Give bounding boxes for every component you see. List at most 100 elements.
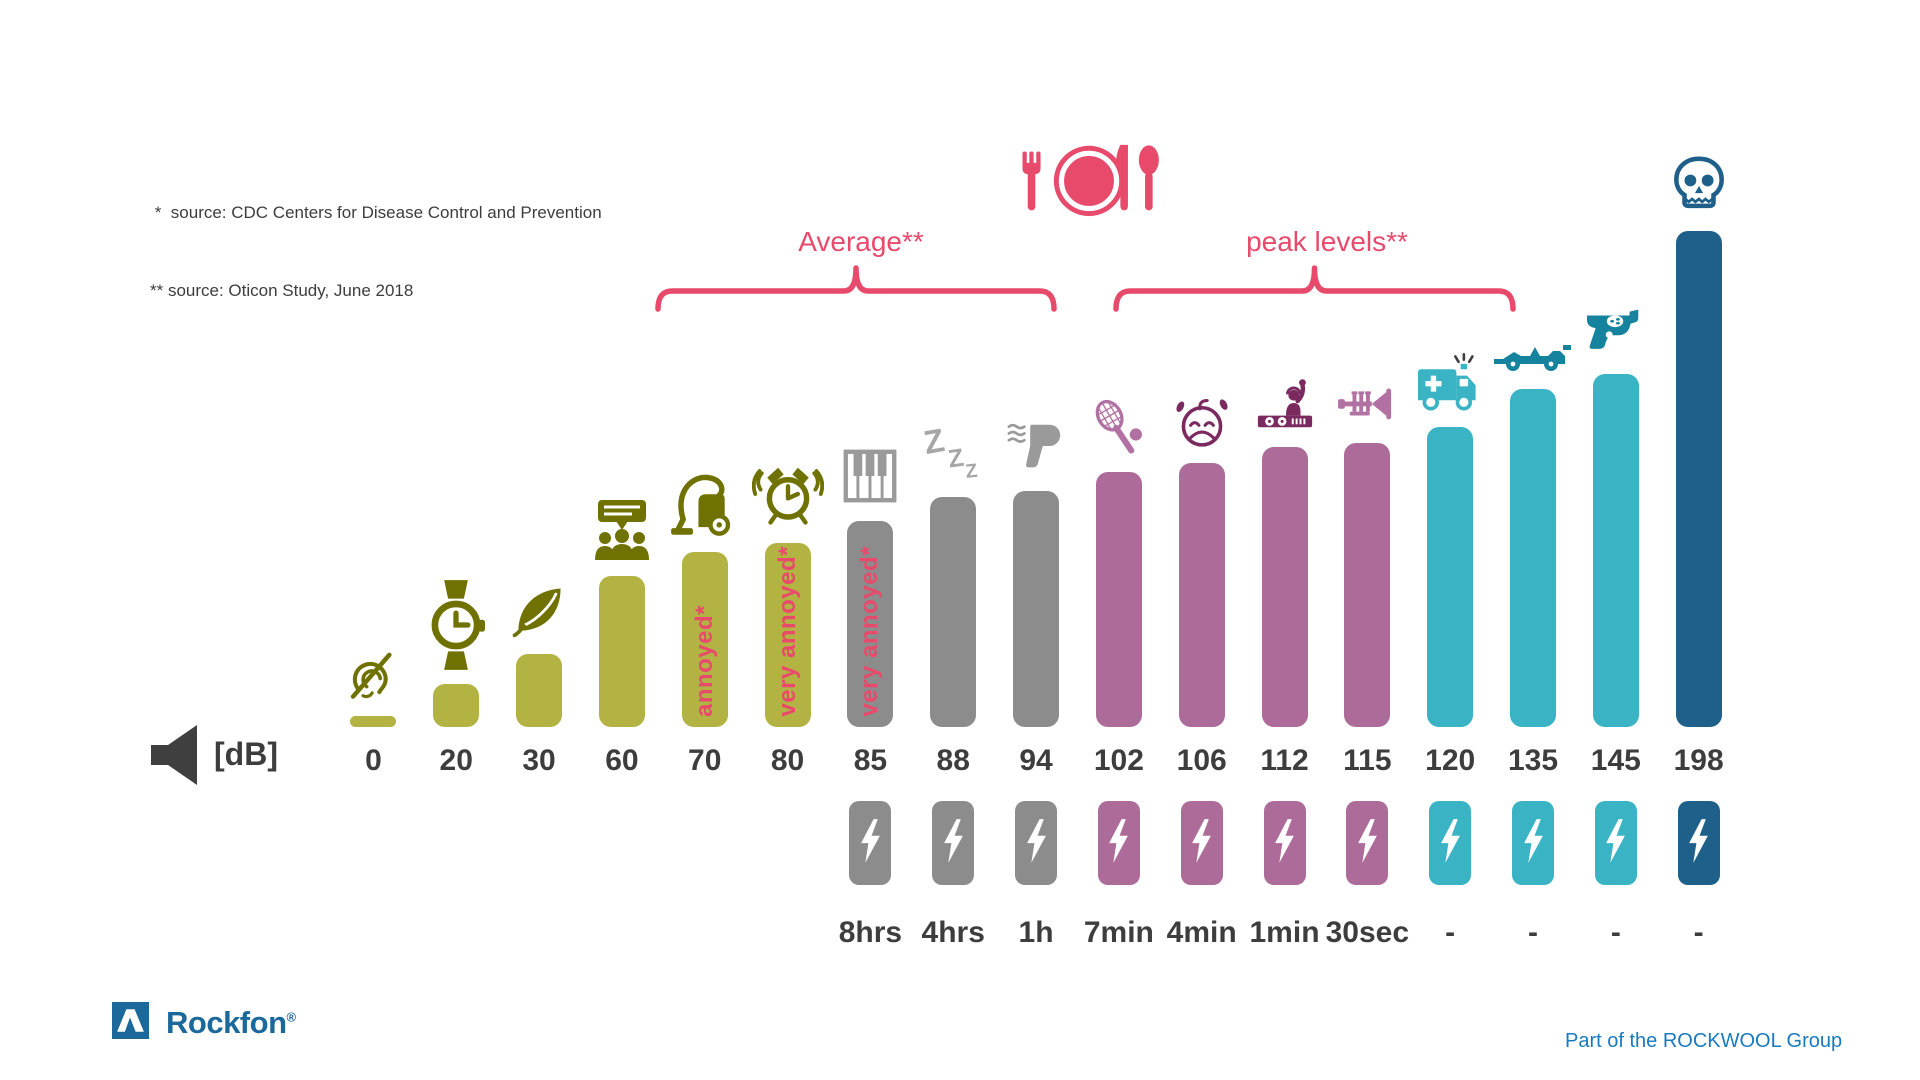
chart-column-60db: 60 <box>580 0 663 1080</box>
level-bar-198db <box>1675 231 1722 727</box>
db-value-label: 112 <box>1260 744 1309 777</box>
dining-plate-icon <box>1013 136 1165 229</box>
level-bar-30db <box>516 654 563 727</box>
exposure-badge <box>1180 801 1223 885</box>
db-value-label: 20 <box>439 744 473 777</box>
chart-column-88db: Z Z Z 88 4hrs <box>912 0 995 1080</box>
exposure-badge <box>932 801 975 885</box>
chart-column-20db: 20 <box>415 0 498 1080</box>
db-value-label: 106 <box>1176 744 1227 777</box>
level-bar-102db <box>1095 472 1142 727</box>
db-axis-label: [dB] <box>214 736 278 772</box>
lightning-bolt-icon <box>1521 818 1546 869</box>
db-value-label: 102 <box>1093 744 1144 777</box>
group-tagline: Part of the ROCKWOOL Group <box>1565 1030 1843 1052</box>
lightning-bolt-icon <box>1438 818 1463 869</box>
exposure-badge <box>1097 801 1140 885</box>
exposure-time-label: - <box>1610 916 1621 949</box>
level-bar-60db <box>598 576 645 727</box>
speaker-icon <box>150 724 200 791</box>
lightning-bolt-icon <box>1603 818 1628 869</box>
lightning-bolt-icon <box>1272 818 1297 869</box>
chart-column-0db: 0 <box>332 0 415 1080</box>
hair-dryer-icon <box>995 415 1078 477</box>
lightning-bolt-icon <box>941 818 966 869</box>
exposure-time-label: 7min <box>1083 916 1154 949</box>
db-value-label: 60 <box>605 744 639 777</box>
crying-baby-icon <box>1160 383 1243 449</box>
skull-icon <box>1657 153 1740 217</box>
level-bar-70db: annoyed* <box>681 552 728 727</box>
piano-icon <box>829 445 912 507</box>
chart-column-85db: very annoyed* 85 8hrs <box>829 0 912 1080</box>
db-value-label: 115 <box>1343 744 1392 777</box>
presentation-icon <box>580 498 663 562</box>
muted-ear-icon <box>332 644 415 702</box>
registered-mark: ® <box>286 1009 297 1025</box>
svg-text:Z: Z <box>921 421 947 461</box>
chart-column-115db: 115 30sec <box>1326 0 1409 1080</box>
lightning-bolt-icon <box>1686 818 1711 869</box>
chart-column-30db: 30 <box>498 0 581 1080</box>
exposure-badge <box>1015 801 1058 885</box>
chart-column-106db: 106 4min <box>1160 0 1243 1080</box>
exposure-time-label: 4hrs <box>921 916 985 949</box>
exposure-badge <box>849 801 892 885</box>
level-bar-135db <box>1510 389 1556 727</box>
db-value-label: 30 <box>522 744 556 777</box>
level-bar-106db <box>1178 463 1225 727</box>
brand-name: Rockfon® <box>166 1005 297 1040</box>
source-notes: * source: CDC Centers for Disease Contro… <box>150 148 602 356</box>
chart-column-94db: 94 1h <box>995 0 1078 1080</box>
rockfon-logo-mark <box>112 1002 149 1044</box>
zzz-icon: Z Z Z <box>912 421 995 483</box>
lightning-bolt-icon <box>1024 818 1049 869</box>
chart-column-70db: annoyed* 70 <box>663 0 746 1080</box>
db-value-label: 135 <box>1507 744 1559 777</box>
exposure-time-label: - <box>1693 916 1704 949</box>
db-value-label: 85 <box>853 744 888 777</box>
annoyance-label: annoyed* <box>690 604 718 717</box>
db-value-label: 0 <box>365 744 382 777</box>
source-note-1: * source: CDC Centers for Disease Contro… <box>150 203 602 222</box>
chart-column-198db: 198 - <box>1657 0 1740 1080</box>
lightning-bolt-icon <box>858 818 883 869</box>
exposure-badge <box>1677 801 1720 885</box>
db-value-label: 70 <box>688 744 722 777</box>
source-note-2: ** source: Oticon Study, June 2018 <box>150 281 414 300</box>
level-bar-0db <box>350 716 397 727</box>
svg-text:Z: Z <box>965 460 979 483</box>
level-bar-112db <box>1261 447 1308 727</box>
level-bar-20db <box>433 684 480 727</box>
chart-column-112db: 112 1min <box>1243 0 1326 1080</box>
level-bar-120db <box>1427 427 1474 727</box>
lightning-bolt-icon <box>1189 818 1214 869</box>
exposure-time-label: 8hrs <box>838 916 903 949</box>
exposure-badge <box>1429 801 1472 885</box>
level-bar-80db: very annoyed* <box>764 543 811 727</box>
exposure-time-label: - <box>1445 916 1456 949</box>
level-bar-85db: very annoyed* <box>847 521 894 727</box>
exposure-badge <box>1346 801 1389 885</box>
db-value-label: 145 <box>1590 744 1641 777</box>
db-value-label: 80 <box>770 744 805 777</box>
chart-column-120db: 120 - <box>1409 0 1492 1080</box>
annoyance-label: very annoyed* <box>773 546 801 717</box>
exposure-time-label: - <box>1528 916 1538 949</box>
exposure-time-label: 4min <box>1166 916 1237 949</box>
level-bar-94db <box>1013 491 1060 727</box>
average-group-label: Average** <box>798 226 924 257</box>
revolver-icon <box>1574 298 1657 360</box>
chart-column-145db: 145 - <box>1574 0 1657 1080</box>
annoyance-label: very annoyed* <box>856 546 884 717</box>
level-bar-115db <box>1344 443 1391 727</box>
exposure-badge <box>1263 801 1306 885</box>
exposure-time-label: 30sec <box>1325 916 1410 949</box>
db-value-label: 198 <box>1673 744 1724 777</box>
exposure-badge <box>1594 801 1637 885</box>
svg-text:Z: Z <box>947 444 966 474</box>
db-value-label: 88 <box>936 744 970 777</box>
ambulance-icon <box>1409 349 1492 413</box>
f1-car-icon <box>1492 335 1575 375</box>
